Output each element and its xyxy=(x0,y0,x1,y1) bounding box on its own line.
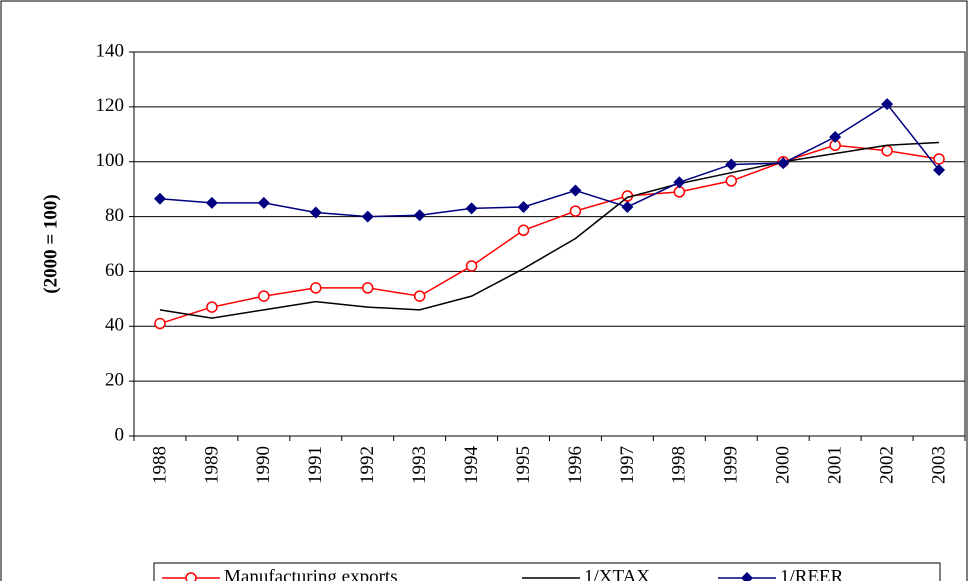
marker xyxy=(361,282,374,294)
marker xyxy=(881,98,894,111)
x-tick-label: 2002 xyxy=(876,446,897,484)
x-tick-label: 1994 xyxy=(461,446,482,485)
x-tick-label: 1991 xyxy=(305,446,326,484)
marker xyxy=(569,184,582,197)
y-tick-label: 20 xyxy=(105,370,124,391)
marker xyxy=(465,260,478,272)
marker xyxy=(673,176,686,189)
marker xyxy=(725,175,738,187)
x-tick-label: 1995 xyxy=(513,446,534,484)
marker xyxy=(933,153,945,165)
y-tick-label: 0 xyxy=(115,424,125,445)
marker xyxy=(621,200,634,213)
series-line xyxy=(159,144,940,325)
marker xyxy=(829,131,842,144)
y-tick-label: 120 xyxy=(96,95,125,116)
marker xyxy=(258,290,270,302)
marker xyxy=(361,210,374,223)
x-tick-label: 1988 xyxy=(149,446,170,484)
marker xyxy=(185,572,197,581)
y-tick-label: 40 xyxy=(105,315,124,336)
marker xyxy=(153,192,166,205)
marker xyxy=(517,200,530,213)
marker xyxy=(205,196,218,209)
marker xyxy=(725,158,738,171)
marker xyxy=(206,301,218,313)
marker xyxy=(741,572,753,581)
marker xyxy=(310,282,322,294)
marker xyxy=(309,206,322,219)
marker xyxy=(517,224,530,237)
x-tick-label: 2003 xyxy=(928,446,949,484)
marker xyxy=(413,290,426,302)
legend-label: 1/REER xyxy=(780,566,844,581)
marker xyxy=(777,157,790,170)
marker xyxy=(673,186,686,198)
x-tick-label: 2000 xyxy=(773,446,794,484)
series-line xyxy=(159,141,940,319)
x-tick-label: 1990 xyxy=(253,446,274,484)
y-axis-label: (2000 = 100) xyxy=(40,194,61,293)
series-line xyxy=(159,103,940,218)
x-tick-label: 1989 xyxy=(201,446,222,484)
marker xyxy=(154,317,166,330)
marker xyxy=(569,205,582,217)
legend-label: Manufacturing exports xyxy=(224,566,398,581)
marker xyxy=(465,202,478,215)
x-tick-label: 1997 xyxy=(617,446,638,484)
x-tick-label: 1999 xyxy=(721,446,742,484)
x-tick-label: 2001 xyxy=(825,446,846,484)
y-tick-label: 60 xyxy=(105,260,124,281)
y-tick-label: 100 xyxy=(96,150,125,171)
marker xyxy=(257,196,270,209)
marker xyxy=(933,163,946,176)
legend-label: 1/XTAX xyxy=(584,566,650,581)
y-tick-label: 140 xyxy=(96,40,125,61)
marker xyxy=(413,209,426,222)
x-tick-label: 1993 xyxy=(409,446,430,484)
x-tick-label: 1998 xyxy=(669,446,690,484)
marker xyxy=(881,144,893,157)
x-tick-label: 1992 xyxy=(357,446,378,484)
y-tick-label: 80 xyxy=(105,205,124,226)
x-tick-label: 1996 xyxy=(565,446,586,484)
